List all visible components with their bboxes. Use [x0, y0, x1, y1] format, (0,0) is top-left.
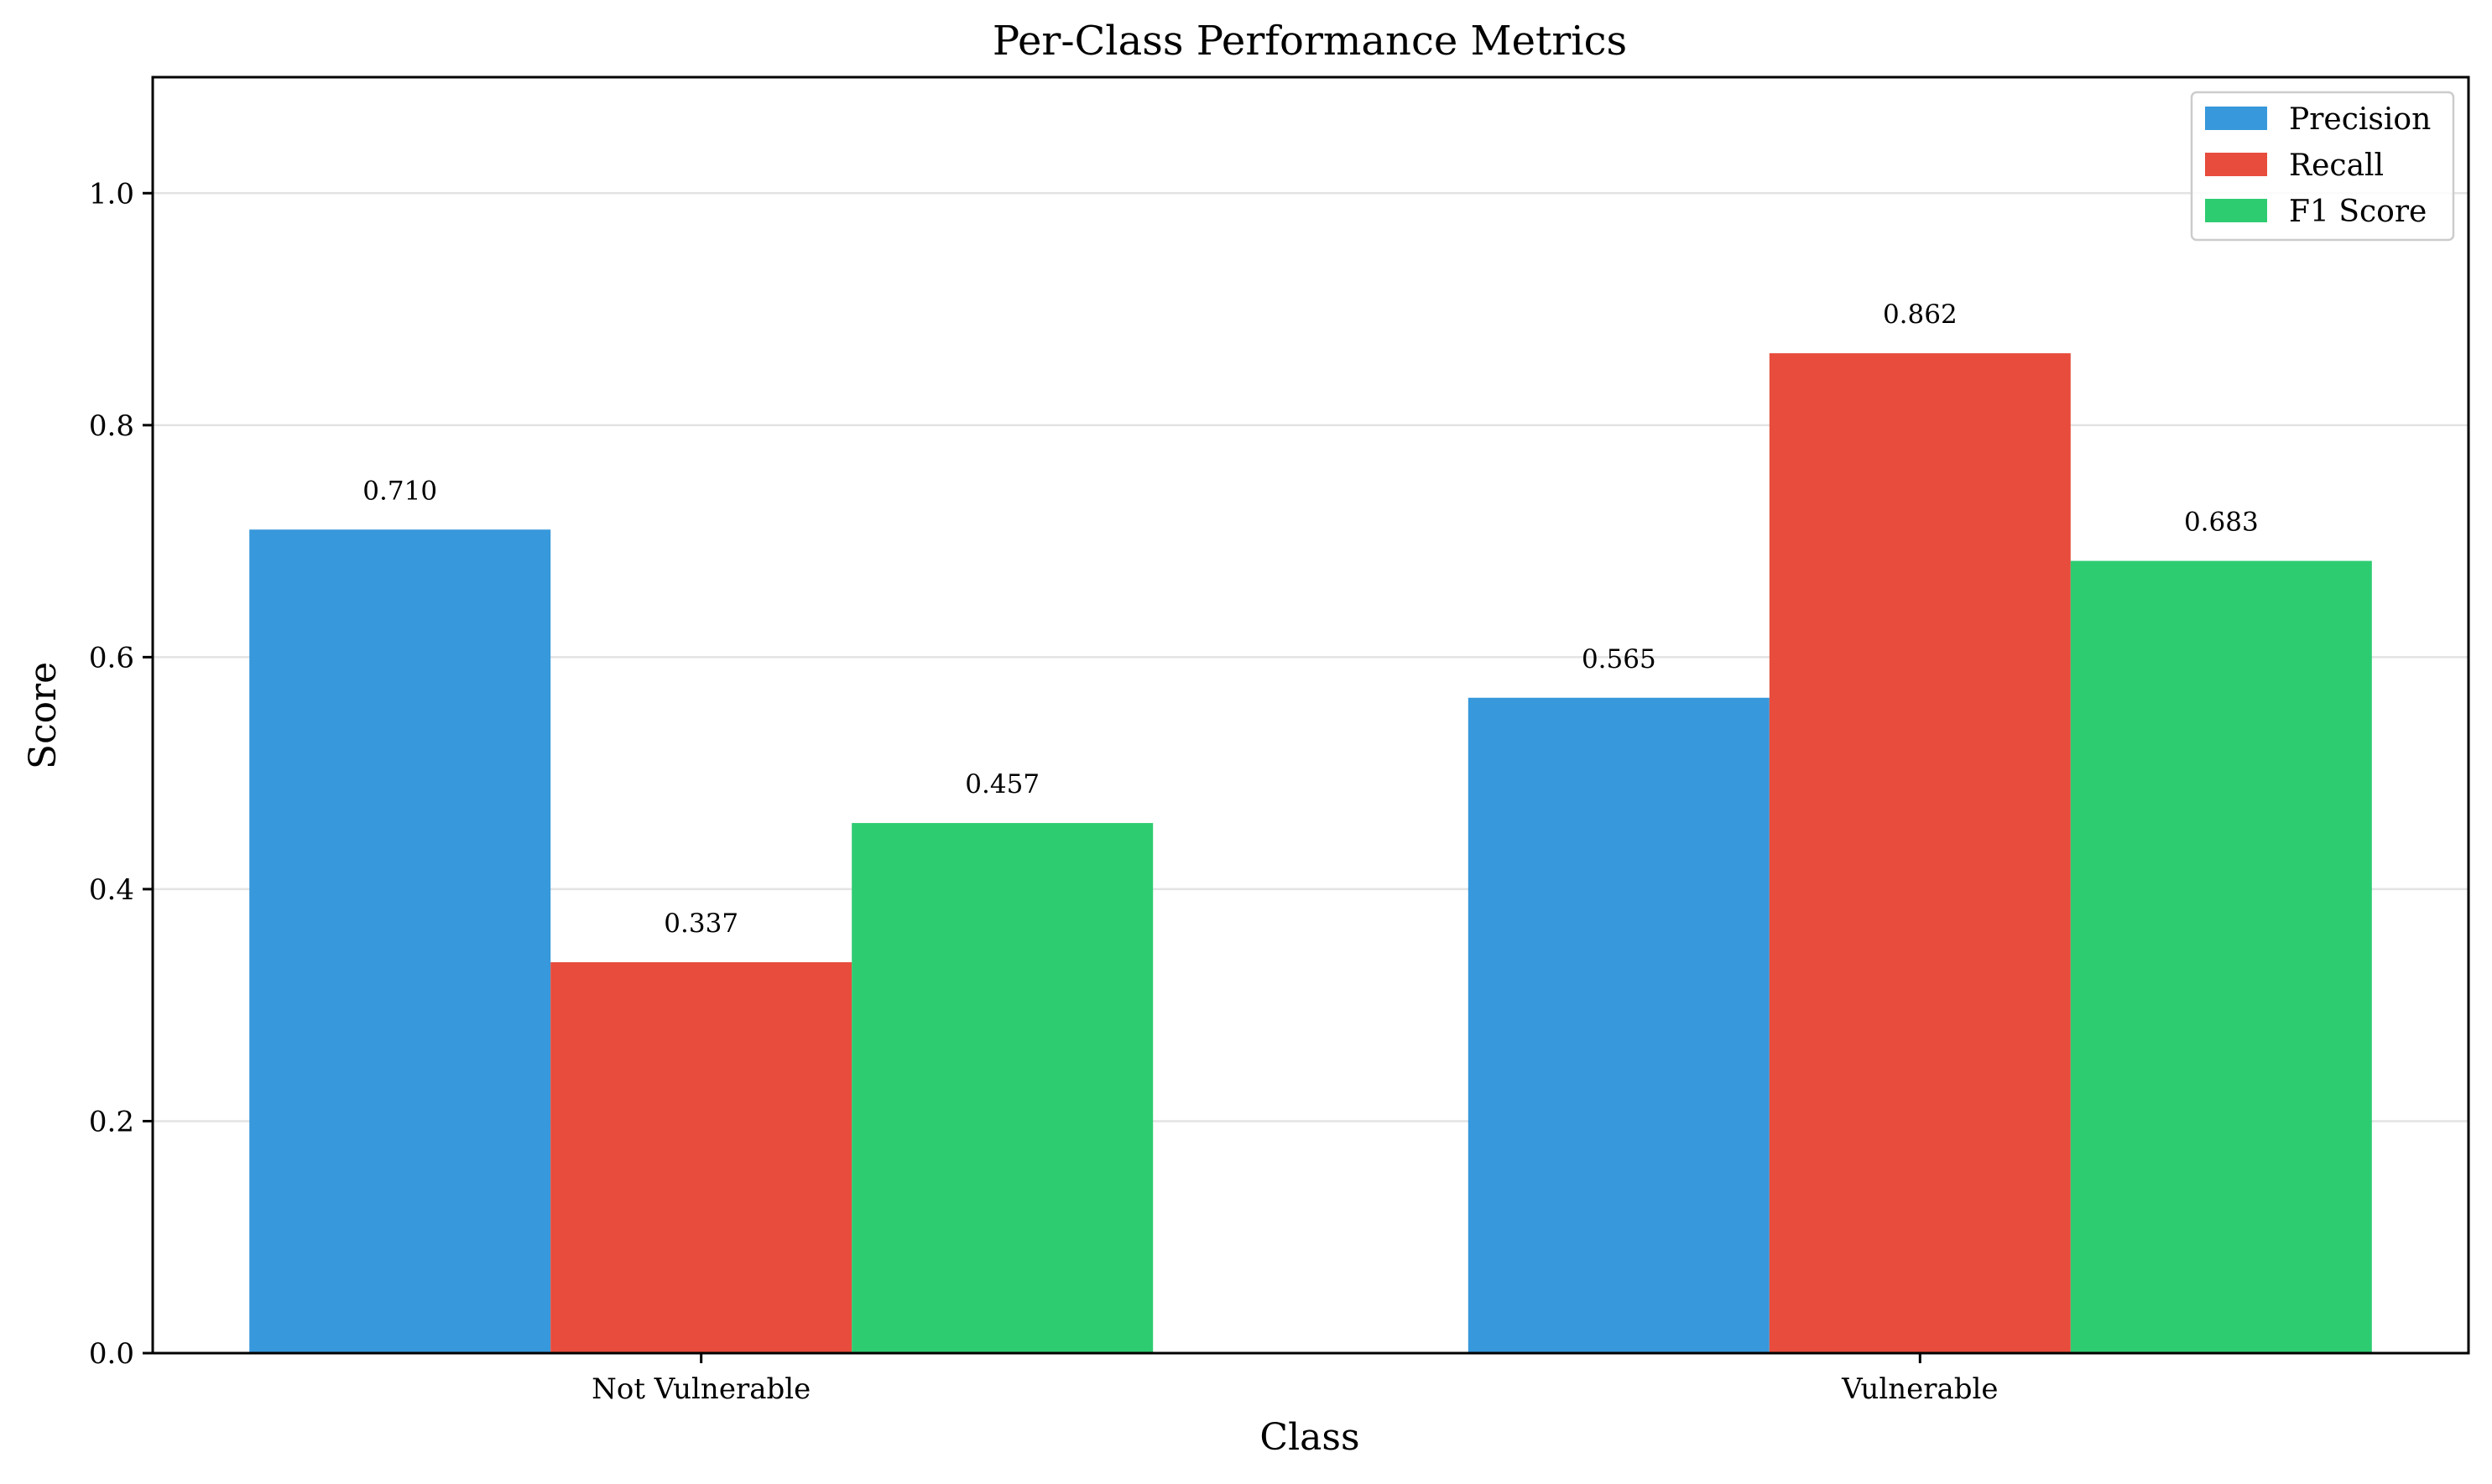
y-tick-label: 0.4 [89, 873, 134, 907]
y-tick-label: 0.8 [89, 409, 134, 443]
bar-value-label: 0.862 [1883, 299, 1958, 330]
bar-value-label: 0.683 [2184, 508, 2259, 538]
legend-label: Precision [2289, 102, 2431, 137]
y-tick-label: 0.0 [89, 1337, 134, 1371]
y-tick-label: 0.6 [89, 641, 134, 674]
x-axis-label: Class [1259, 1416, 1359, 1459]
y-axis-label: Score [22, 662, 65, 769]
y-tick-label: 0.2 [89, 1105, 134, 1138]
plot-frame [151, 76, 2470, 1355]
bar [852, 823, 1154, 1353]
bar [249, 529, 551, 1353]
chart-title: Per-Class Performance Metrics [993, 18, 1627, 65]
bar [550, 962, 852, 1353]
y-tick-label: 1.0 [89, 177, 134, 211]
legend-swatch [2205, 199, 2267, 222]
bar-value-label: 0.457 [965, 769, 1040, 799]
legend-swatch [2205, 153, 2267, 176]
bar-value-label: 0.710 [362, 476, 437, 506]
bar-value-label: 0.337 [664, 909, 738, 939]
legend-swatch [2205, 107, 2267, 130]
bar [1769, 353, 2071, 1353]
data-labels: 0.710 0.565 0.337 0.862 0.457 0.683 [362, 299, 2258, 939]
x-tick-label: Not Vulnerable [592, 1372, 811, 1406]
bar [2070, 560, 2372, 1353]
legend-label: F1 Score [2289, 195, 2427, 229]
bar [1468, 697, 1770, 1353]
bar-value-label: 0.565 [1582, 644, 1656, 674]
legend: Precision Recall F1 Score [2190, 91, 2455, 242]
x-axis: Not Vulnerable Vulnerable [592, 1353, 1999, 1406]
legend-label: Recall [2289, 148, 2384, 183]
bars [249, 353, 2372, 1353]
y-axis: 0.0 0.2 0.4 0.6 0.8 1.0 [89, 177, 153, 1371]
x-tick-label: Vulnerable [1841, 1372, 1998, 1406]
